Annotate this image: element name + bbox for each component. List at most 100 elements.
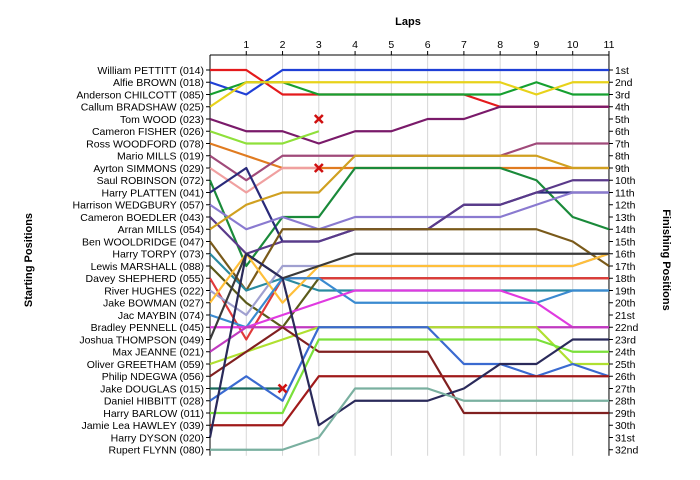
start-label: River HUGHES (022)	[104, 285, 204, 297]
finish-label: 25th	[615, 359, 636, 371]
start-label: Ben WOOLDRIDGE (047)	[82, 236, 204, 248]
start-label: Philip NDEGWA (056)	[102, 371, 204, 383]
finish-label: 15th	[615, 236, 636, 248]
finish-label: 30th	[615, 420, 636, 432]
finish-label: 3rd	[615, 89, 630, 101]
left-axis-title: Starting Positions	[23, 213, 35, 307]
series-line-8	[209, 142, 609, 182]
right-axis-title: Finishing Positions	[660, 209, 672, 310]
crash-marker-3	[277, 383, 288, 394]
finish-label: 4th	[615, 102, 630, 114]
series-line-26	[209, 326, 609, 415]
lap-tick-label: 3	[316, 39, 322, 51]
start-label: Jake DOUGLAS (015)	[100, 383, 204, 395]
start-label: Joshua THOMPSON (049)	[79, 334, 204, 346]
finish-label: 28th	[615, 396, 636, 408]
lap-tick-label: 10	[567, 39, 579, 51]
series-line-12	[209, 191, 609, 231]
start-label: Rupert FLYNN (080)	[108, 445, 204, 457]
start-label: Cameron FISHER (026)	[92, 126, 204, 138]
finish-label: 23rd	[615, 334, 636, 346]
series-line-14	[209, 154, 609, 231]
start-label: Saul ROBINSON (072)	[97, 175, 204, 187]
series-line-2	[209, 68, 609, 96]
finish-label: 12th	[615, 200, 636, 212]
series-line-5	[209, 105, 609, 145]
start-label: William PETTITT (014)	[97, 65, 204, 77]
start-label: Arran MILLS (054)	[118, 224, 204, 236]
finish-label: 13th	[615, 212, 636, 224]
series-line-29	[210, 338, 609, 415]
start-label: Mario MILLS (019)	[117, 151, 204, 163]
series-line-28	[209, 326, 610, 402]
start-label: Jake BOWMAN (027)	[103, 298, 204, 310]
series-lines	[208, 68, 610, 451]
crash-markers	[277, 114, 324, 394]
finish-label: 5th	[615, 114, 630, 126]
series-line-31	[208, 252, 609, 438]
finish-label: 24th	[615, 347, 636, 359]
start-label: Daniel HIBBITT (028)	[104, 396, 204, 408]
finish-label: 20th	[615, 298, 636, 310]
crash-marker-2	[313, 163, 324, 173]
finish-label: 26th	[615, 371, 636, 383]
start-label: Harry DYSON (020)	[111, 432, 204, 444]
start-label: Harry BARLOW (011)	[103, 408, 204, 420]
finish-label: 1st	[615, 65, 629, 77]
series-line-32	[210, 387, 609, 451]
start-label: Oliver GREETHAM (059)	[87, 359, 204, 371]
start-label: Tom WOOD (023)	[120, 114, 204, 126]
finish-label: 32nd	[615, 445, 639, 457]
start-label: Bradley PENNELL (045)	[91, 322, 204, 334]
start-label: Harrison WEDGBURY (057)	[73, 200, 204, 212]
grid	[209, 54, 610, 456]
series-line-25	[209, 326, 609, 366]
finish-label: 11th	[615, 187, 635, 199]
series-line-3	[209, 81, 609, 96]
start-label: Jac MAYBIN (074)	[118, 310, 204, 322]
finish-label: 10th	[615, 175, 636, 187]
axis-labels: 1 2 3 4 5 6 7 8 9 10 11 William PETTITT (014) 1st Alf…	[73, 39, 639, 457]
series-line-1	[210, 68, 609, 108]
start-label: Ross WOODFORD (078)	[86, 138, 204, 150]
series-line-30	[210, 375, 609, 427]
x-axis-title: Laps	[395, 16, 421, 28]
lap-tick-label: 7	[461, 39, 467, 51]
series-line-15	[209, 228, 610, 292]
series-line-22	[210, 289, 609, 329]
series-line-6	[209, 130, 320, 145]
finish-label: 19th	[615, 285, 636, 297]
finish-label: 18th	[615, 273, 636, 285]
start-label: Anderson CHILCOTT (085)	[76, 89, 204, 101]
lap-tick-label: 1	[243, 39, 249, 51]
lap-tick-label: 5	[388, 39, 394, 51]
finish-label: 27th	[615, 383, 636, 395]
start-label: Davey SHEPHERD (055)	[86, 273, 204, 285]
series-line-4	[209, 81, 609, 108]
start-label: Alfie BROWN (018)	[113, 77, 204, 89]
start-label: Cameron BOEDLER (043)	[80, 212, 204, 224]
series-line-18	[209, 277, 609, 341]
finish-label: 22nd	[615, 322, 639, 334]
finish-label: 17th	[615, 261, 636, 273]
start-label: Jamie Lea HAWLEY (039)	[81, 420, 204, 432]
lap-tick-label: 8	[497, 39, 503, 51]
start-label: Max JEANNE (021)	[112, 347, 204, 359]
lap-tick-label: 4	[352, 39, 358, 51]
start-label: Ayrton SIMMONS (029)	[93, 163, 204, 175]
finish-label: 6th	[615, 126, 630, 138]
lap-tick-label: 6	[425, 39, 431, 51]
lap-tick-label: 9	[534, 39, 540, 51]
start-label: Harry PLATTEN (041)	[102, 187, 205, 199]
finish-label: 8th	[615, 151, 630, 163]
finish-label: 7th	[615, 138, 630, 150]
series-line-11	[209, 166, 609, 243]
finish-label: 29th	[615, 408, 636, 420]
series-line-20	[209, 252, 610, 304]
start-label: Callum BRADSHAW (025)	[81, 102, 204, 114]
start-label: Harry TORPY (073)	[112, 249, 204, 261]
finish-label: 14th	[615, 224, 636, 236]
finish-label: 16th	[615, 249, 636, 261]
